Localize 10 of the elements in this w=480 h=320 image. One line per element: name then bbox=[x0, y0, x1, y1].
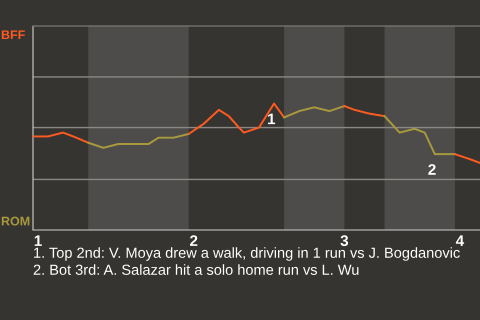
annotation: 1 bbox=[268, 114, 276, 124]
text: ROM bbox=[2, 216, 30, 226]
x-tick-label: 4 bbox=[456, 235, 464, 246]
annotation: 2 bbox=[428, 164, 436, 175]
x-tick-label: 1 bbox=[34, 235, 42, 246]
x-tick-label: 3 bbox=[340, 235, 348, 246]
text: 2. Bot 3rd: A. Salazar hit a solo home run vs L. Wu bbox=[34, 264, 358, 275]
text: 1. Top 2nd: V. Moya drew a walk, driving in 1 run vs J. Bogdanovic bbox=[34, 247, 460, 261]
x-tick-label: 2 bbox=[190, 235, 198, 246]
text: BFF bbox=[2, 30, 25, 40]
